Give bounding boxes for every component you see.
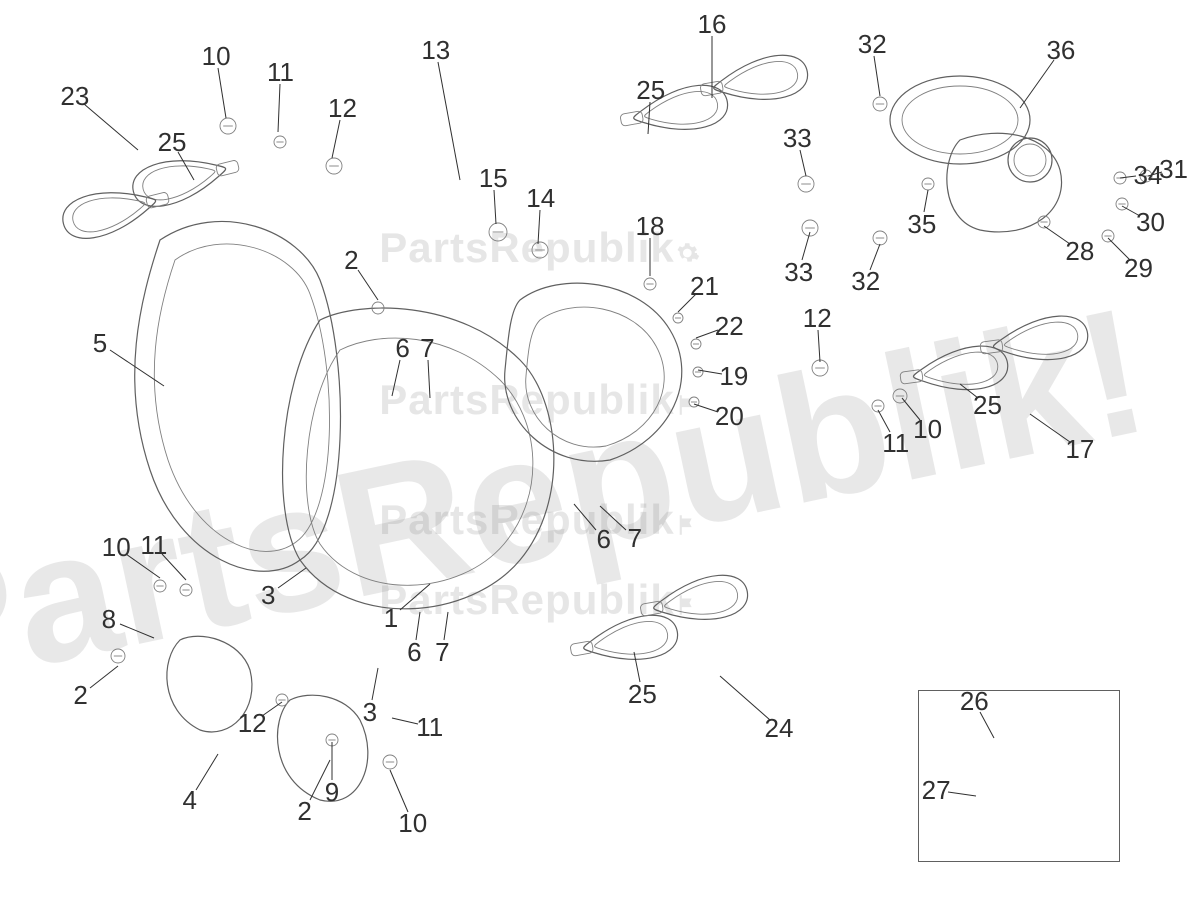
callout-25: 25: [636, 77, 665, 103]
callout-34: 34: [1133, 162, 1162, 188]
callout-2: 2: [297, 798, 311, 824]
callout-4: 4: [183, 787, 197, 813]
callout-22: 22: [715, 313, 744, 339]
callout-28: 28: [1065, 238, 1094, 264]
callout-15: 15: [479, 165, 508, 191]
callout-31: 31: [1159, 156, 1188, 182]
callout-2: 2: [73, 682, 87, 708]
callout-1: 1: [384, 605, 398, 631]
callout-29: 29: [1124, 255, 1153, 281]
callout-25: 25: [973, 392, 1002, 418]
callout-12: 12: [803, 305, 832, 331]
callout-11: 11: [267, 59, 294, 85]
callout-12: 12: [238, 710, 267, 736]
callout-10: 10: [913, 416, 942, 442]
callout-6: 6: [395, 335, 409, 361]
callout-11: 11: [416, 714, 443, 740]
callout-12: 12: [328, 95, 357, 121]
callout-13: 13: [421, 37, 450, 63]
callout-11: 11: [140, 532, 167, 558]
callout-11: 11: [882, 430, 909, 456]
callout-35: 35: [907, 211, 936, 237]
callout-32: 32: [851, 268, 880, 294]
callout-2: 2: [344, 247, 358, 273]
callout-36: 36: [1046, 37, 1075, 63]
callout-5: 5: [93, 330, 107, 356]
callout-33: 33: [783, 125, 812, 151]
callout-25: 25: [158, 129, 187, 155]
callout-26: 26: [960, 688, 989, 714]
callout-7: 7: [628, 525, 642, 551]
callout-25: 25: [628, 681, 657, 707]
callout-8: 8: [102, 606, 116, 632]
callout-7: 7: [435, 639, 449, 665]
callout-20: 20: [715, 403, 744, 429]
callout-9: 9: [325, 779, 339, 805]
callout-27: 27: [922, 777, 951, 803]
callout-16: 16: [698, 11, 727, 37]
callout-21: 21: [690, 273, 719, 299]
callout-10: 10: [202, 43, 231, 69]
callout-33: 33: [784, 259, 813, 285]
callout-18: 18: [636, 213, 665, 239]
callout-3: 3: [261, 582, 275, 608]
callout-24: 24: [765, 715, 794, 741]
callout-23: 23: [60, 83, 89, 109]
callout-10: 10: [102, 534, 131, 560]
callout-14: 14: [526, 185, 555, 211]
callout-30: 30: [1136, 209, 1165, 235]
callout-17: 17: [1065, 436, 1094, 462]
callout-6: 6: [407, 639, 421, 665]
callout-19: 19: [719, 363, 748, 389]
callout-6: 6: [597, 526, 611, 552]
callout-3: 3: [363, 699, 377, 725]
diagram-stage: PartsRepublik! PartsRepublikPartsRepubli…: [0, 0, 1204, 903]
callout-10: 10: [398, 810, 427, 836]
callout-7: 7: [420, 335, 434, 361]
callout-32: 32: [858, 31, 887, 57]
